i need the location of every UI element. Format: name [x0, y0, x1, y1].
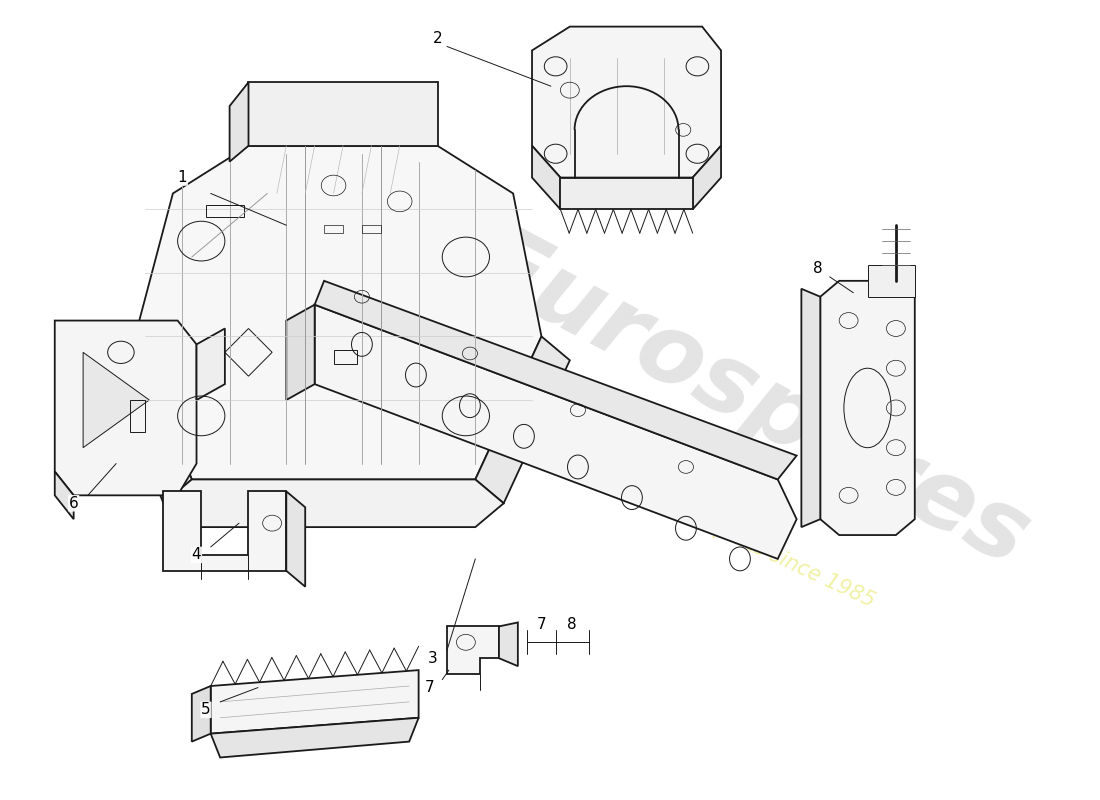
- Polygon shape: [286, 305, 315, 400]
- Polygon shape: [315, 281, 796, 479]
- Text: Eurospares: Eurospares: [458, 214, 1045, 586]
- Text: 8: 8: [568, 618, 578, 632]
- Text: 8: 8: [813, 262, 822, 277]
- Polygon shape: [211, 718, 419, 758]
- Text: 5: 5: [201, 702, 211, 718]
- Polygon shape: [107, 337, 191, 503]
- Polygon shape: [211, 670, 419, 734]
- Polygon shape: [447, 626, 499, 674]
- Text: 2: 2: [432, 31, 442, 46]
- Polygon shape: [164, 479, 504, 527]
- Polygon shape: [532, 146, 560, 210]
- Text: 7: 7: [537, 618, 547, 632]
- Polygon shape: [191, 686, 211, 742]
- Polygon shape: [868, 265, 915, 297]
- Polygon shape: [84, 352, 150, 448]
- Polygon shape: [560, 178, 693, 210]
- Polygon shape: [821, 281, 915, 535]
- Polygon shape: [55, 471, 74, 519]
- Polygon shape: [230, 82, 249, 162]
- Text: a passion for parts since 1985: a passion for parts since 1985: [583, 459, 878, 610]
- Polygon shape: [475, 337, 570, 503]
- Text: 4: 4: [191, 547, 201, 562]
- Text: 7: 7: [425, 680, 435, 695]
- Polygon shape: [802, 289, 821, 527]
- Polygon shape: [315, 305, 796, 559]
- Polygon shape: [135, 146, 541, 479]
- Polygon shape: [197, 329, 224, 400]
- Polygon shape: [499, 622, 518, 666]
- Text: 6: 6: [69, 496, 78, 510]
- Text: 1: 1: [177, 170, 187, 185]
- Text: 3: 3: [428, 650, 438, 666]
- Polygon shape: [532, 26, 720, 178]
- Polygon shape: [249, 82, 438, 146]
- Polygon shape: [55, 321, 197, 495]
- Polygon shape: [164, 491, 286, 571]
- Polygon shape: [693, 146, 720, 210]
- Polygon shape: [286, 491, 305, 586]
